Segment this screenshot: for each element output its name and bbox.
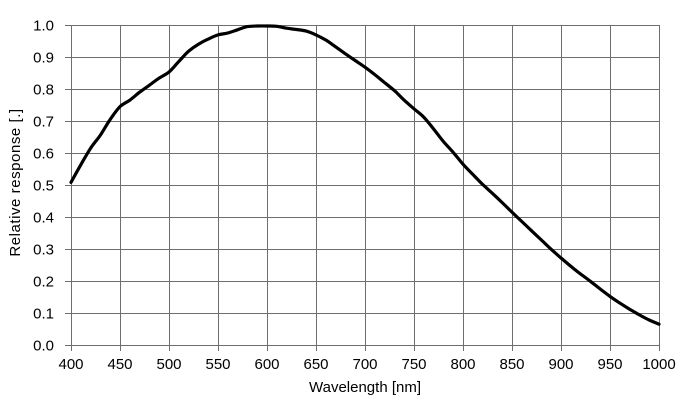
svg-text:Relative response [.]: Relative response [.] — [7, 108, 24, 256]
svg-text:0.1: 0.1 — [33, 306, 54, 323]
svg-text:750: 750 — [401, 356, 426, 373]
svg-text:0.7: 0.7 — [33, 114, 54, 131]
svg-text:0.2: 0.2 — [33, 274, 54, 291]
svg-text:0.4: 0.4 — [33, 210, 54, 227]
svg-text:0.9: 0.9 — [33, 50, 54, 67]
svg-text:0.6: 0.6 — [33, 146, 54, 163]
svg-text:900: 900 — [548, 356, 573, 373]
svg-text:800: 800 — [450, 356, 475, 373]
svg-text:1.0: 1.0 — [33, 18, 54, 35]
svg-text:700: 700 — [352, 356, 377, 373]
svg-text:500: 500 — [156, 356, 181, 373]
svg-text:400: 400 — [58, 356, 83, 373]
svg-text:850: 850 — [499, 356, 524, 373]
svg-text:550: 550 — [205, 356, 230, 373]
svg-text:600: 600 — [254, 356, 279, 373]
svg-text:1000: 1000 — [642, 356, 675, 373]
svg-text:0.5: 0.5 — [33, 178, 54, 195]
svg-text:650: 650 — [303, 356, 328, 373]
svg-text:Wavelength [nm]: Wavelength [nm] — [309, 379, 421, 396]
svg-text:450: 450 — [107, 356, 132, 373]
svg-text:0.0: 0.0 — [33, 338, 54, 355]
svg-text:0.3: 0.3 — [33, 242, 54, 259]
svg-text:950: 950 — [597, 356, 622, 373]
svg-text:0.8: 0.8 — [33, 82, 54, 99]
